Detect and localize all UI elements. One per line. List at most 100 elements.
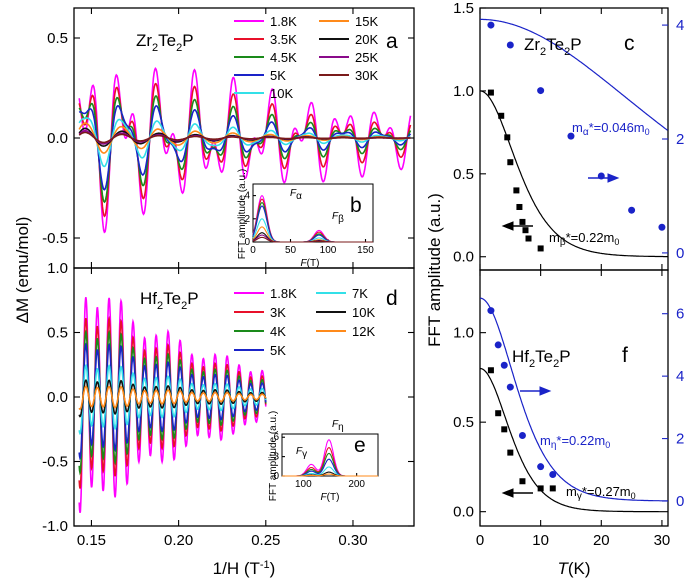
x-tick-label: 150 <box>357 245 374 256</box>
series-line <box>78 363 267 436</box>
legend-label: 1.8K <box>270 286 297 301</box>
data-point-square <box>498 112 505 119</box>
data-point-square <box>513 187 520 194</box>
y-tick-label: 0 <box>244 237 250 248</box>
y-tick-label: 0 <box>273 471 279 482</box>
fit-curve <box>480 297 668 502</box>
data-point-square <box>549 485 556 492</box>
panel-a-plot: -0.5 0.0 0.5 <box>42 8 414 268</box>
y-tick-label: -0.5 <box>42 454 68 471</box>
fit-curve <box>480 18 668 131</box>
y-tick-label-right: 0 <box>676 493 684 510</box>
x-tick-label: 0 <box>476 532 484 549</box>
data-point-circle <box>628 206 636 214</box>
panel-d-letter: d <box>386 287 398 310</box>
legend-label: 25K <box>355 50 378 65</box>
y-tick-label-right: 4 <box>676 368 684 385</box>
data-point-circle <box>506 41 514 49</box>
y-tick-label: 3 <box>273 452 279 463</box>
legend-label: 10K <box>270 86 293 101</box>
panel-f-title: Hf2Te2P <box>512 347 571 370</box>
panel-e-peak-eta: Fη <box>332 419 344 433</box>
y-tick-label-left: 0.0 <box>453 504 474 521</box>
x-tick-label: 0.15 <box>77 532 106 549</box>
x-tick-label: 0.25 <box>251 532 280 549</box>
legend-label: 30K <box>355 68 378 83</box>
y-tick-label-right: 2 <box>676 431 684 448</box>
panel-c-letter: c <box>624 32 635 55</box>
data-point-square <box>487 89 494 96</box>
panel-e-x-label: F(T) <box>321 492 340 503</box>
legend-label: 4.5K <box>270 50 297 65</box>
legend-label: 1.8K <box>270 14 297 29</box>
left-y-axis-label: ΔM (emu/mol) <box>13 217 32 324</box>
data-point-circle <box>506 383 514 391</box>
legend-label: 15K <box>355 14 378 29</box>
y-tick-label: -1.0 <box>42 518 68 535</box>
fft-line <box>282 473 378 477</box>
x-tick-label: 0 <box>250 245 256 256</box>
data-point-square <box>495 410 502 417</box>
data-point-square <box>522 227 529 234</box>
series-line <box>78 385 267 411</box>
legend-label: 7K <box>352 286 368 301</box>
data-point-circle <box>500 361 508 369</box>
y-tick-label: 1.0 <box>47 260 68 277</box>
fit-curve <box>480 90 668 258</box>
panel-f-frame <box>479 269 669 527</box>
y-tick-label-left: 0.5 <box>453 166 474 183</box>
panel-e-plot: 100 200 0 3 6 <box>273 432 378 490</box>
panel-b-x-label: F(T) <box>301 258 320 269</box>
x-tick-label: 200 <box>348 479 365 490</box>
panel-c-title: Zr2Te2P <box>524 35 582 58</box>
panel-d-legend: 1.8K 3K 4K 5K 7K 10K 12K <box>234 286 375 358</box>
fit-curve <box>480 367 668 513</box>
legend-label: 4K <box>270 324 286 339</box>
y-tick-label: 0.5 <box>47 30 68 47</box>
panel-f-mass-eta: mη*=0.22m0 <box>540 433 610 451</box>
panel-f-arrow-left <box>501 488 533 498</box>
data-point-square <box>519 478 526 485</box>
y-tick-label-left: 0.0 <box>453 249 474 266</box>
panel-e-y-label: FFT amplitude (a.u.) <box>268 411 279 501</box>
y-tick-label-left: 0.5 <box>453 414 474 431</box>
panel-b-peak-beta: Fβ <box>332 211 344 225</box>
y-tick-label-left: 1.0 <box>453 325 474 342</box>
data-point-square <box>519 218 526 225</box>
data-point-circle <box>549 470 557 478</box>
panel-b-plot: 0 50 100 150 0 2 4 <box>244 191 374 256</box>
y-tick-label: 0.0 <box>47 389 68 406</box>
y-tick-label: 0.0 <box>47 130 68 147</box>
data-point-square <box>537 485 544 492</box>
y-tick-label: 0.5 <box>47 325 68 342</box>
legend-label: 3.5K <box>270 32 297 47</box>
legend-label: 5K <box>270 68 286 83</box>
data-point-square <box>516 203 523 210</box>
data-point-square <box>487 367 494 374</box>
y-tick-label-right: 6 <box>676 306 684 323</box>
data-point-square <box>507 159 514 166</box>
panel-c-mass-alpha: mα*=0.046m0 <box>572 120 650 138</box>
y-tick-label: -0.5 <box>42 230 68 247</box>
fft-line <box>252 236 373 243</box>
left-x-axis-label: 1/H (T-1) <box>213 559 276 578</box>
x-tick-label: 50 <box>285 245 297 256</box>
data-point-circle <box>567 132 575 140</box>
data-point-circle <box>487 21 495 29</box>
panel-d-title: Hf2Te2P <box>140 289 199 312</box>
panel-b-y-label: FFT amplitude (a.u.) <box>237 169 248 259</box>
panel-b-letter: b <box>350 194 362 217</box>
panel-f-mass-gamma: mγ*=0.27m0 <box>566 484 636 502</box>
data-point-circle <box>537 463 545 471</box>
panel-a-legend: 1.8K 3.5K 4.5K 5K 10K 15K 20K 25K 30K <box>234 14 378 101</box>
panel-c-plot: 0.0 0.5 1.0 1.5 0 2 4 <box>453 0 684 270</box>
panel-c-arrow-right <box>588 173 620 183</box>
series-line <box>78 131 411 144</box>
x-tick-label: 0.20 <box>164 532 193 549</box>
panel-a-letter: a <box>386 30 398 53</box>
legend-label: 20K <box>355 32 378 47</box>
panel-e-peak-gamma: Fγ <box>296 446 307 460</box>
legend-label: 5K <box>270 343 286 358</box>
y-tick-label-right: 4 <box>676 17 684 34</box>
